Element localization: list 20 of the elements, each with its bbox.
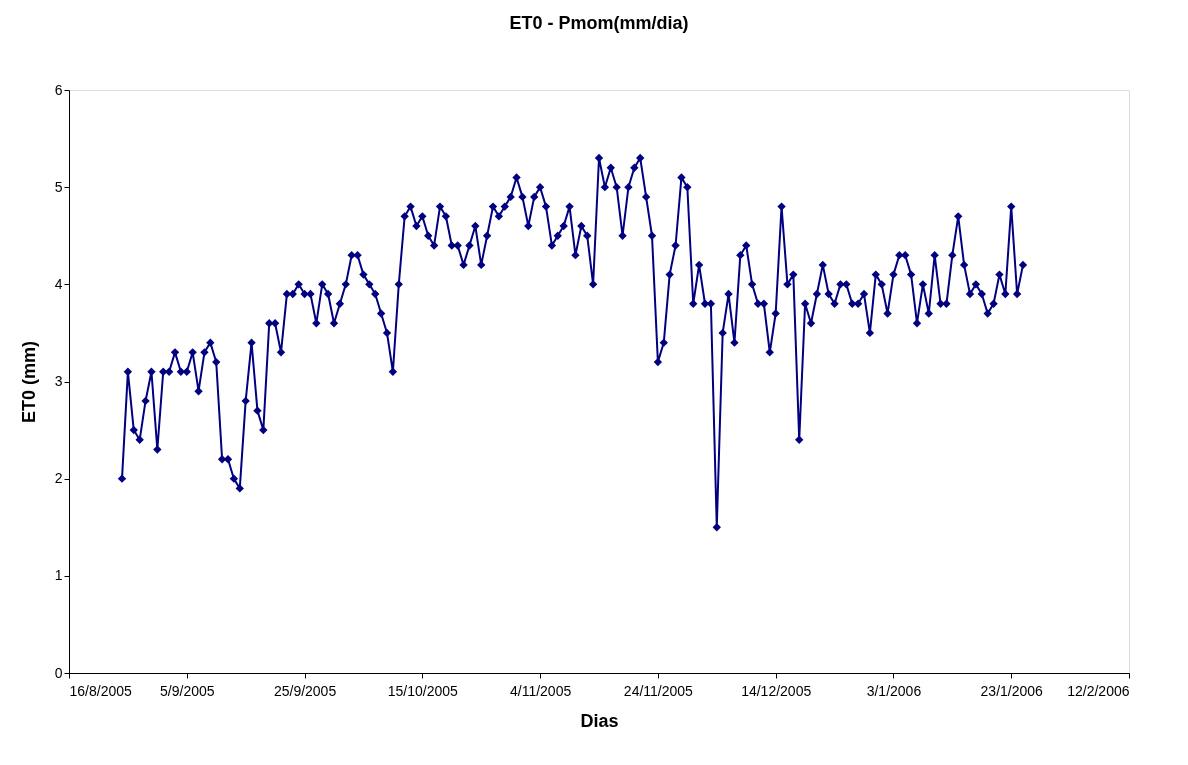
x-tick-label: 3/1/2006 [866,682,922,699]
y-tick-label: 5 [54,178,63,195]
x-tick-label: 4/11/2005 [509,682,572,699]
y-axis-title: ET0 (mm) [18,340,39,424]
x-axis-title: Dias [580,710,619,731]
x-tick-label: 15/10/2005 [387,682,459,699]
y-tick-label: 3 [54,373,63,389]
x-tick-label: 16/8/2005 [69,682,132,699]
y-tick-label: 4 [54,275,63,292]
x-tick-label: 23/1/2006 [980,682,1044,699]
x-tick-label: 24/11/2005 [623,682,694,699]
y-tick-label: 1 [54,567,63,584]
x-tick-label: 12/2/2006 [1067,682,1130,699]
y-tick-label: 6 [54,81,63,98]
y-tick-label: 0 [54,664,63,681]
x-tick-label: 14/12/2005 [741,682,812,699]
x-tick-label: 25/9/2005 [273,682,337,699]
x-tick-label: 5/9/2005 [160,682,215,699]
chart-title: ET0 - Pmom(mm/dia) [509,13,689,33]
y-tick-label: 2 [54,470,63,487]
